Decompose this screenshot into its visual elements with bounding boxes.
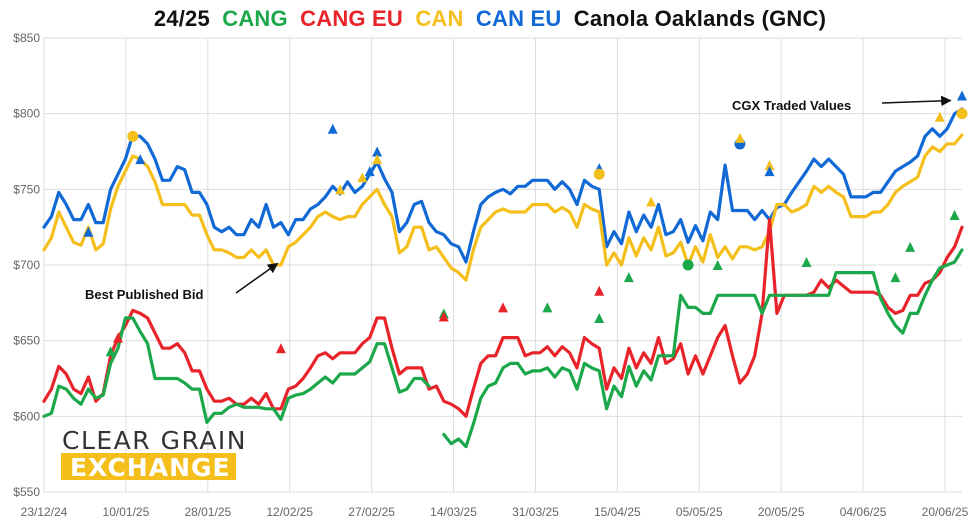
cgx-traded-values-annotation: CGX Traded Values [732, 95, 952, 113]
x-axis-ticks: 23/12/24 10/01/25 28/01/25 12/02/25 27/02/25… [21, 505, 969, 519]
traded-marker-triangle [646, 196, 657, 207]
x-tick-label: 31/03/25 [512, 505, 559, 519]
traded-marker-triangle [764, 166, 775, 177]
traded-marker-triangle [905, 241, 916, 252]
series-line-3 [42, 248, 964, 449]
chart-title: 24/25 CANG CANG EU CAN CAN EU Canola Oak… [0, 6, 980, 32]
traded-marker-triangle [764, 160, 775, 171]
x-tick-label: 14/03/25 [430, 505, 477, 519]
traded-marker-triangle [135, 154, 146, 165]
traded-marker-triangle [275, 343, 286, 354]
y-tick-label: $650 [13, 334, 40, 348]
y-tick-label: $700 [13, 258, 40, 272]
y-axis-ticks: $550 $600 $650 $700 $750 $800 $850 [13, 31, 40, 499]
x-tick-label: 10/01/25 [103, 505, 150, 519]
y-tick-label: $850 [13, 31, 40, 45]
x-tick-label: 20/05/25 [758, 505, 805, 519]
traded-marker-circle [956, 108, 968, 120]
series-lines [42, 107, 964, 449]
y-tick-label: $750 [13, 182, 40, 196]
traded-marker-circle [682, 259, 694, 271]
series-line-0 [42, 107, 964, 264]
y-tick-label: $550 [13, 485, 40, 499]
logo-band [61, 453, 236, 480]
series-line-2 [42, 218, 964, 418]
best-published-bid-arrow [235, 262, 279, 294]
y-tick-label: $600 [13, 409, 40, 423]
traded-marker-triangle [83, 226, 94, 237]
traded-marker-triangle [734, 132, 745, 143]
traded-marker-triangle [105, 346, 116, 357]
traded-marker-triangle [364, 166, 375, 177]
traded-marker-triangle [594, 285, 605, 296]
title-part-can: CAN [415, 6, 464, 31]
clear-grain-exchange-logo: CLEAR GRAIN EXCHANGE [61, 426, 247, 482]
traded-marker-triangle [542, 302, 553, 313]
traded-marker-triangle [357, 172, 368, 183]
traded-marker-triangle [438, 311, 449, 322]
traded-marker-triangle [934, 111, 945, 122]
traded-marker-circle [593, 168, 605, 180]
x-tick-label: 20/06/25 [922, 505, 969, 519]
traded-marker-triangle [372, 146, 383, 157]
logo-line-1: CLEAR GRAIN [62, 426, 247, 455]
x-tick-label: 27/02/25 [348, 505, 395, 519]
traded-marker-triangle [890, 272, 901, 283]
x-tick-label: 04/06/25 [840, 505, 887, 519]
traded-marker-triangle [327, 123, 338, 134]
x-tick-label: 05/05/25 [676, 505, 723, 519]
best-published-bid-annotation: Best Published Bid [85, 262, 279, 302]
traded-marker-triangle [801, 256, 812, 267]
x-tick-label: 23/12/24 [21, 505, 68, 519]
cgx-traded-values-label: CGX Traded Values [732, 98, 851, 113]
traded-marker-triangle [372, 154, 383, 165]
traded-marker-triangle [335, 184, 346, 195]
title-part-cang: CANG [222, 6, 288, 31]
title-part-location: Canola Oaklands (GNC) [573, 6, 827, 31]
title-part-season: 24/25 [153, 6, 210, 31]
title-part-can-eu: CAN EU [475, 6, 562, 31]
title-part-cang-eu: CANG EU [300, 6, 403, 31]
series-line-1 [42, 133, 964, 282]
best-published-bid-label: Best Published Bid [85, 287, 204, 302]
traded-marker-triangle [712, 260, 723, 270]
traded-marker-circle [127, 130, 139, 142]
traded-marker-triangle [949, 210, 960, 221]
y-tick-label: $800 [13, 107, 40, 121]
traded-markers [83, 90, 968, 357]
traded-marker-triangle [594, 312, 605, 323]
traded-marker-triangle [113, 332, 124, 343]
cgx-traded-values-arrow [881, 95, 952, 107]
x-tick-label: 28/01/25 [184, 505, 231, 519]
x-tick-label: 12/02/25 [266, 505, 313, 519]
traded-marker-triangle [623, 272, 634, 283]
traded-marker-triangle [957, 90, 967, 101]
x-tick-label: 15/04/25 [594, 505, 641, 519]
logo-line-2: EXCHANGE [70, 453, 231, 482]
traded-marker-triangle [498, 302, 508, 313]
